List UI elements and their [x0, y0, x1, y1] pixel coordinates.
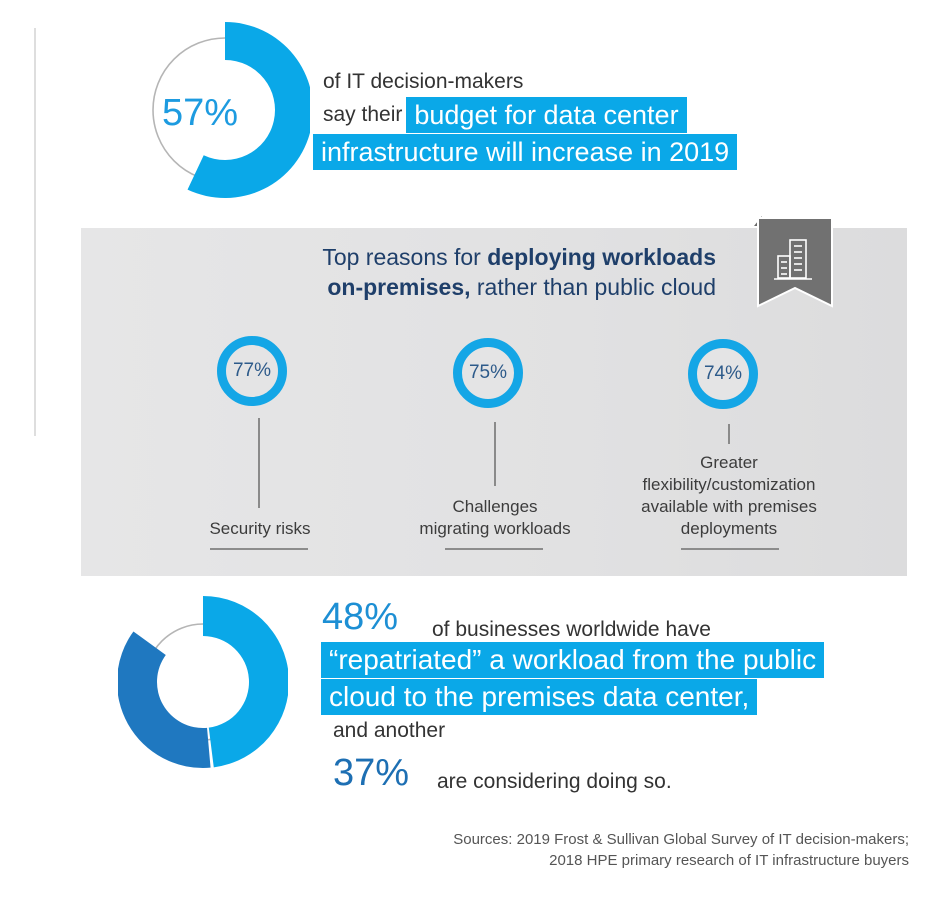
donut-segment-48	[203, 596, 288, 768]
heading-text-1: Top reasons for	[322, 244, 488, 270]
heading-text-2: rather than public cloud	[470, 274, 716, 300]
budget-text-line3: infrastructure will increase in 2019	[313, 134, 738, 170]
sources-line1: Sources: 2019 Frost & Sullivan Global Su…	[453, 831, 909, 848]
reason-label-migration: Challenges migrating workloads	[384, 496, 606, 540]
repatriation-donut-chart	[118, 596, 288, 768]
considering-percent: 37%	[333, 752, 410, 794]
reason-stem-migration	[494, 422, 496, 486]
reason-label-line: deployments	[680, 519, 778, 538]
reason-ring-flexibility: 74%	[688, 339, 758, 409]
reason-label-security: Security risks	[150, 518, 370, 540]
repatriation-highlight-row1: “repatriated” a workload from the public	[321, 642, 825, 678]
repatriation-highlight-row2: cloud to the premises data center,	[321, 679, 758, 715]
sources-line2: 2018 HPE primary research of IT infrastr…	[549, 852, 909, 869]
budget-text-line1: of IT decision-makers	[323, 70, 524, 93]
considering-text: are considering doing so.	[437, 770, 672, 793]
reason-label-line: migrating workloads	[419, 519, 571, 538]
reason-ring-migration: 75%	[453, 338, 523, 408]
sources-footnote: Sources: 2019 Frost & Sullivan Global Su…	[453, 829, 909, 871]
reason-stem-flexibility	[728, 424, 730, 444]
budget-text-plain: say their	[323, 103, 403, 126]
and-another-text: and another	[333, 719, 446, 742]
reason-underline-flexibility	[681, 548, 779, 550]
donut-segment-57	[187, 22, 310, 198]
reason-label-line: Security risks	[209, 519, 311, 538]
reason-label-line: available with premises	[641, 497, 817, 516]
reason-label-line: Challenges	[452, 497, 538, 516]
reason-label-line: Greater	[700, 453, 758, 472]
left-divider-line	[34, 28, 36, 436]
reason-underline-migration	[445, 548, 543, 550]
reason-stem-security	[258, 418, 260, 508]
building-icon	[754, 216, 833, 308]
heading-bold-2: on-premises,	[327, 274, 471, 300]
donut-segment-37	[118, 631, 211, 768]
repatriation-text-line1: of businesses worldwide have	[432, 618, 711, 641]
reason-ring-security: 77%	[217, 336, 287, 406]
repatriation-highlight-1: “repatriated” a workload from the public	[321, 642, 825, 678]
repatriation-highlight-2: cloud to the premises data center,	[321, 679, 758, 715]
budget-highlight-2: infrastructure will increase in 2019	[313, 134, 738, 170]
heading-bold-1: deploying workloads	[487, 244, 716, 270]
budget-highlight-1: budget for data center	[406, 97, 687, 133]
reason-underline-security	[210, 548, 308, 550]
repatriated-percent: 48%	[322, 596, 399, 638]
reason-label-line: flexibility/customization	[642, 475, 816, 494]
reason-label-flexibility: Greater flexibility/customization availa…	[610, 452, 848, 540]
budget-percent: 57%	[161, 92, 239, 134]
reasons-heading: Top reasons for deploying workloads on-p…	[210, 242, 716, 302]
budget-text-line2: say their budget for data center	[323, 97, 687, 133]
budget-donut-chart	[152, 22, 310, 198]
